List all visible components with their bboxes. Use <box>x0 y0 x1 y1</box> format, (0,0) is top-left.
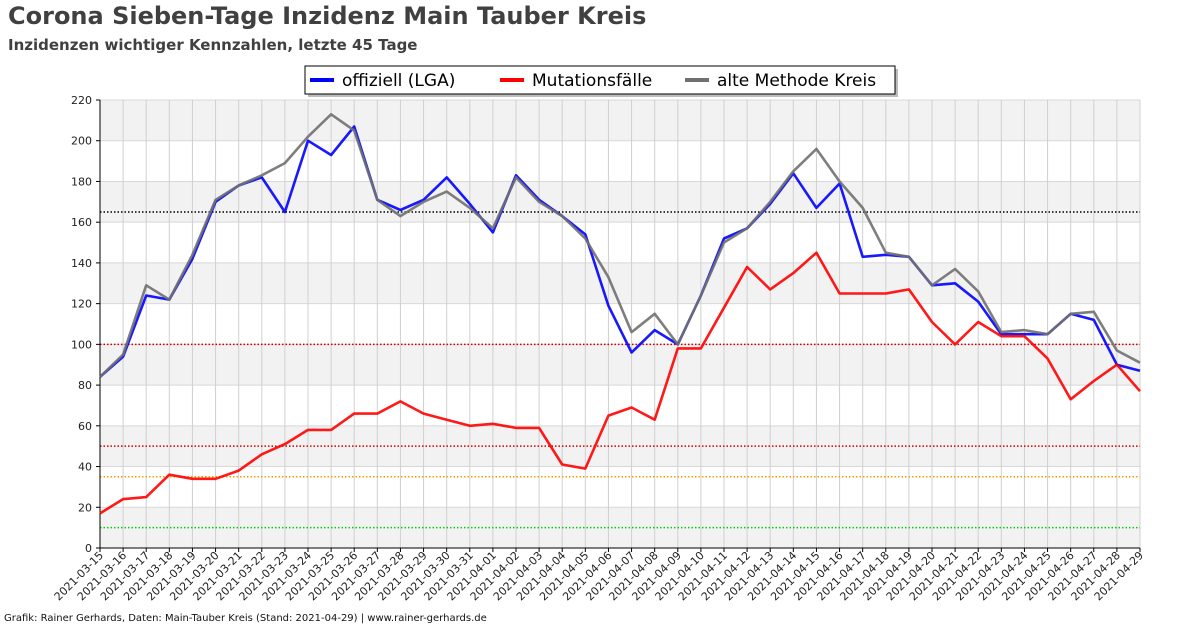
background-band <box>100 425 1140 467</box>
axes <box>99 100 1140 549</box>
background-bands <box>100 100 1140 548</box>
legend: offiziell (LGA) Mutationsfälle alte Method… <box>304 65 898 97</box>
background-band <box>100 100 1140 141</box>
y-tick-label: 120 <box>71 298 92 311</box>
background-band <box>100 262 1140 304</box>
background-band <box>100 507 1140 548</box>
y-tick-label: 180 <box>71 175 92 188</box>
y-tick-label: 0 <box>85 542 92 555</box>
y-tick-label: 60 <box>78 420 92 433</box>
y-tick-label: 220 <box>71 94 92 107</box>
y-tick-label: 20 <box>78 501 92 514</box>
legend-label: Mutationsfälle <box>532 71 652 91</box>
legend-label: alte Methode Kreis <box>717 71 876 91</box>
y-tick-label: 200 <box>71 135 92 148</box>
grid-lines <box>99 99 1141 549</box>
y-tick-label: 80 <box>78 379 92 392</box>
y-tick-label: 140 <box>71 257 92 270</box>
chart-footer: Grafik: Rainer Gerhards, Daten: Main-Tau… <box>4 613 487 624</box>
y-tick-label: 40 <box>78 461 92 474</box>
series-line <box>99 251 1141 515</box>
series-line <box>99 125 1141 378</box>
chart-subtitle: Inzidenzen wichtiger Kennzahlen, letzte … <box>8 36 418 54</box>
background-band <box>100 181 1140 223</box>
series-lines <box>99 113 1141 515</box>
y-tick-labels: 0 20 40 60 80 100 120 140 160 180 200 220 <box>71 94 100 555</box>
legend-box <box>304 65 896 95</box>
y-tick-label: 100 <box>71 338 92 351</box>
x-tick-labels: 2021-03-152021-03-162021-03-172021-03-18… <box>52 548 1146 603</box>
chart-title: Corona Sieben-Tage Inzidenz Main Tauber … <box>8 2 647 30</box>
background-band <box>100 344 1140 386</box>
series-line <box>99 113 1141 378</box>
legend-label: offiziell (LGA) <box>342 71 455 91</box>
y-tick-label: 160 <box>71 216 92 229</box>
